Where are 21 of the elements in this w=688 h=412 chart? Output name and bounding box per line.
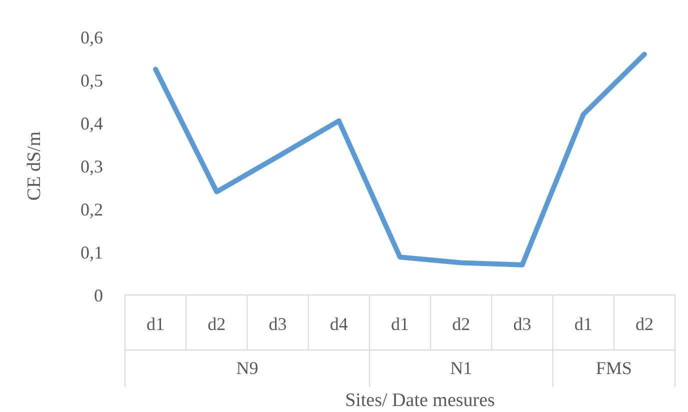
y-tick-label: 0	[94, 285, 103, 306]
y-tick-label: 0,4	[80, 113, 103, 134]
x-tick-label: d2	[635, 314, 654, 334]
x-tick-label: d1	[574, 314, 592, 334]
x-tick-label: d3	[513, 314, 532, 334]
text: N1	[450, 358, 472, 378]
text: N9	[236, 358, 258, 378]
y-tick-label: 0,6	[80, 27, 103, 48]
x-tick-label: d2	[208, 314, 226, 334]
x-tick-label: d3	[268, 314, 287, 334]
x-tick-label: d1	[146, 314, 165, 334]
y-tick-label: 0,5	[80, 70, 103, 90]
x-tick-label: d2	[452, 314, 470, 334]
y-axis-title: CE dS/m	[24, 131, 45, 201]
y-tick-label: 0,2	[80, 199, 103, 220]
x-tick-label: d4	[330, 314, 348, 334]
text: FMS	[596, 358, 632, 378]
y-tick-label: 0,3	[80, 156, 103, 176]
x-tick-label: d1	[391, 314, 409, 334]
x-axis-title: Sites/ Date mesures	[345, 390, 495, 411]
y-tick-label: 0,1	[80, 242, 103, 262]
